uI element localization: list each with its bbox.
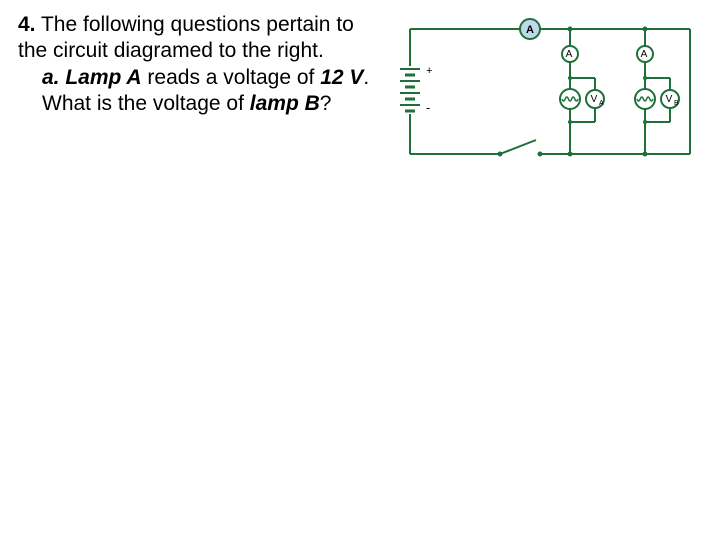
svg-text:-: - [426, 100, 430, 115]
svg-text:A: A [566, 49, 573, 60]
part-label: a. Lamp A [42, 66, 142, 89]
question-number: 4. [18, 13, 36, 36]
question-part-a: a. Lamp A reads a voltage of 12 V. What … [42, 65, 388, 118]
svg-text:A: A [641, 49, 648, 60]
part-end: ? [320, 92, 332, 115]
svg-text:+: + [426, 65, 432, 77]
circuit-diagram: +-AAVAAVB [400, 14, 700, 174]
voltage-value: 12 V [320, 66, 363, 89]
svg-text:V: V [666, 94, 673, 105]
svg-text:V: V [591, 94, 598, 105]
svg-text:A: A [526, 24, 534, 36]
part-mid1: reads a voltage of [142, 66, 321, 89]
svg-text:B: B [674, 100, 679, 107]
lamp-b: lamp B [250, 92, 320, 115]
question-text: 4. The following questions pertain to th… [18, 12, 388, 117]
question-intro: The following questions pertain to the c… [18, 13, 354, 62]
svg-text:A: A [599, 100, 604, 107]
